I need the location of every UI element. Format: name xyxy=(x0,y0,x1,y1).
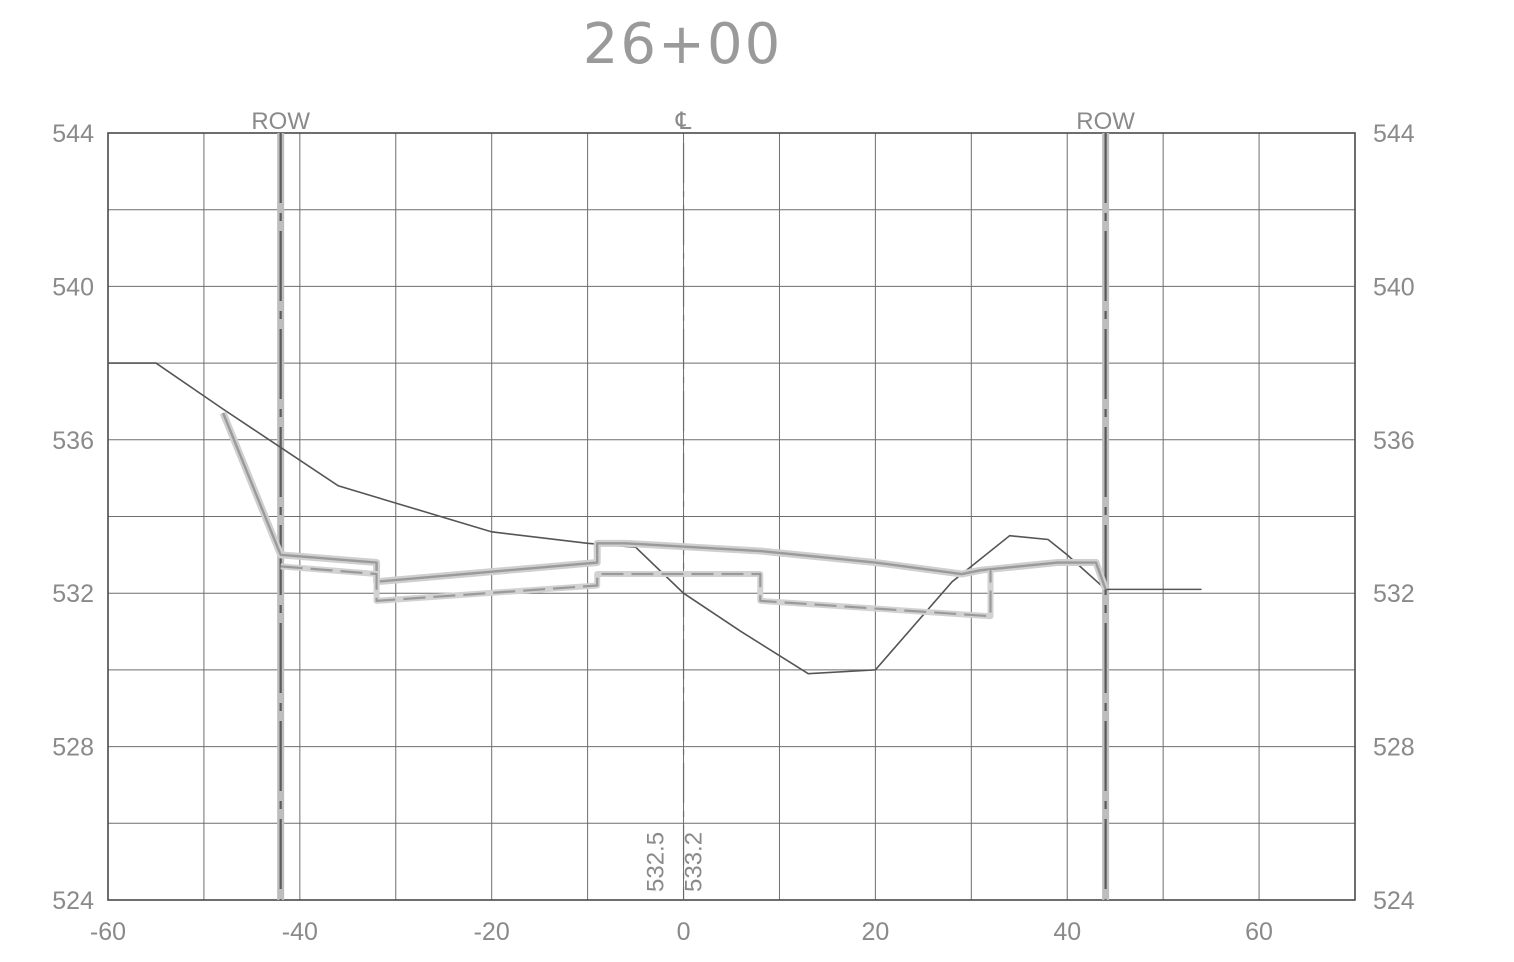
marker-labels: ROW ℄ ROW xyxy=(251,108,1135,135)
y-tick-label-right: 528 xyxy=(1373,734,1415,762)
x-tick-label: -40 xyxy=(282,918,318,946)
marker-label: ROW xyxy=(1076,108,1135,135)
x-tick-label: -20 xyxy=(474,918,510,946)
marker-label: ROW xyxy=(251,108,310,135)
x-tick-label: 20 xyxy=(861,918,889,946)
y-tick-label-right: 544 xyxy=(1373,120,1415,148)
row-lines xyxy=(277,133,1110,900)
y-tick-label-left: 540 xyxy=(52,273,94,301)
y-tick-label-left: 528 xyxy=(52,734,94,762)
marker-label: ℄ xyxy=(675,108,692,135)
elevation-labels: 532.5 533.2 xyxy=(643,832,708,892)
proposed-bottom-line xyxy=(280,565,992,618)
x-tick-label: 60 xyxy=(1245,918,1273,946)
grid xyxy=(107,132,1356,901)
y-tick-label-left: 524 xyxy=(52,887,94,915)
tick-labels: -60 -40 -20 0 20 40 60 524 524 528 528 532 532 536 536… xyxy=(52,120,1415,946)
x-tick-label: -60 xyxy=(90,918,126,946)
series xyxy=(108,362,1202,675)
existing-ground-line xyxy=(108,362,1202,675)
y-tick-label-left: 544 xyxy=(52,120,94,148)
x-tick-label: 40 xyxy=(1053,918,1081,946)
y-tick-label-right: 540 xyxy=(1373,273,1415,301)
elevation-label: 533.2 xyxy=(681,832,708,892)
station-title: 26+00 xyxy=(582,12,783,77)
elevation-label: 532.5 xyxy=(643,832,670,892)
y-tick-label-left: 536 xyxy=(52,427,94,455)
y-tick-label-right: 536 xyxy=(1373,427,1415,455)
plot-frame xyxy=(107,132,1356,901)
proposed-top-line xyxy=(221,412,1107,590)
y-tick-label-right: 532 xyxy=(1373,580,1415,608)
y-tick-label-left: 532 xyxy=(52,580,94,608)
y-tick-label-right: 524 xyxy=(1373,887,1415,915)
x-tick-label: 0 xyxy=(677,918,691,946)
